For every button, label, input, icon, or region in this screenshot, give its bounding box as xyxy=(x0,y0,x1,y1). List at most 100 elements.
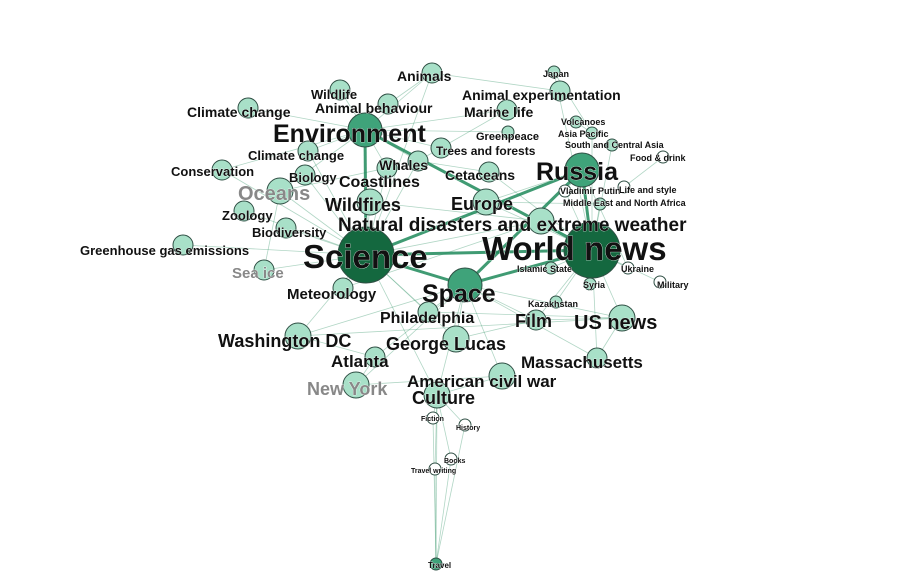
label-biodiversity: Biodiversity xyxy=(252,225,327,240)
edge-science-natdis xyxy=(365,220,542,256)
node-trees[interactable] xyxy=(430,137,452,159)
label-fiction: Fiction xyxy=(421,416,444,423)
node-military[interactable] xyxy=(653,275,667,289)
node-greenpeace[interactable] xyxy=(501,125,515,139)
node-history[interactable] xyxy=(458,418,472,432)
node-marinelife[interactable] xyxy=(496,99,518,121)
edge-history-travel xyxy=(435,424,466,565)
label-volcanoes: Volcanoes xyxy=(561,117,605,127)
node-vladimir[interactable] xyxy=(558,184,572,198)
node-animalexp[interactable] xyxy=(549,80,571,102)
node-ghg[interactable] xyxy=(172,234,194,256)
node-southcentralasia[interactable] xyxy=(605,138,619,152)
node-asiapacific[interactable] xyxy=(585,126,599,140)
edge-space-washington xyxy=(297,284,466,337)
node-fiction[interactable] xyxy=(426,411,440,425)
node-europe[interactable] xyxy=(472,188,500,216)
node-volcanoes[interactable] xyxy=(569,115,583,129)
label-film: Film xyxy=(515,311,552,331)
edge-oceans-coastlines xyxy=(279,167,388,192)
label-science: Science xyxy=(303,238,428,275)
label-life-and-style: Life and style xyxy=(619,185,677,195)
node-fooddrink[interactable] xyxy=(656,150,670,164)
label-layer: World news Science Environment Russia Sp… xyxy=(80,68,689,571)
node-usnews[interactable] xyxy=(608,304,636,332)
label-conservation: Conservation xyxy=(171,164,254,179)
edge-space-newyork xyxy=(355,284,466,386)
label-travel-writing: Travel writing xyxy=(411,468,456,475)
edge-fooddrink-lifestyle xyxy=(623,156,664,188)
node-natdis[interactable] xyxy=(527,207,555,235)
label-russia: Russia xyxy=(536,158,619,186)
node-kazakhstan[interactable] xyxy=(549,295,563,309)
label-military: Military xyxy=(657,280,689,290)
node-biodiversity[interactable] xyxy=(275,217,297,239)
node-cetaceans[interactable] xyxy=(478,161,500,183)
label-ukraine: Ukraine xyxy=(621,264,654,274)
label-sea-ice: Sea ice xyxy=(232,265,284,282)
node-zoology[interactable] xyxy=(233,200,255,222)
edge-science-animals xyxy=(365,72,433,256)
node-washington[interactable] xyxy=(284,322,312,350)
label-syria: Syria xyxy=(583,280,606,290)
node-acw[interactable] xyxy=(488,362,516,390)
node-coastlines[interactable] xyxy=(376,157,398,179)
node-syria[interactable] xyxy=(583,277,597,291)
edge-environment-marinelife xyxy=(364,109,508,131)
edge-space-atlanta xyxy=(374,284,466,358)
label-middle-east: Middle East and North Africa xyxy=(563,198,687,208)
node-georgelucas[interactable] xyxy=(442,325,470,353)
edge-books-travel xyxy=(435,458,452,565)
node-climatechange2[interactable] xyxy=(297,140,319,162)
node-meteorology[interactable] xyxy=(332,277,354,299)
node-philadelphia[interactable] xyxy=(417,301,439,323)
node-animals[interactable] xyxy=(421,62,443,84)
node-lifestyle[interactable] xyxy=(617,180,631,194)
node-travel[interactable] xyxy=(429,557,443,571)
node-wildlife[interactable] xyxy=(329,79,351,101)
label-cetaceans: Cetaceans xyxy=(445,167,515,183)
label-george-lucas: George Lucas xyxy=(386,334,506,354)
label-meteorology: Meteorology xyxy=(287,286,377,303)
label-greenpeace: Greenpeace xyxy=(476,131,539,143)
label-islamic-state: Islamic State xyxy=(517,264,572,274)
edge-georgelucas-film xyxy=(455,319,537,340)
node-travelwriting[interactable] xyxy=(428,462,442,476)
node-culture[interactable] xyxy=(423,381,451,409)
node-biology[interactable] xyxy=(294,164,316,186)
node-middleeast[interactable] xyxy=(593,197,607,211)
label-biology: Biology xyxy=(289,170,337,185)
node-layer xyxy=(172,62,670,571)
edge-newyork-acw xyxy=(355,375,503,386)
node-japan[interactable] xyxy=(547,65,561,79)
label-books: Books xyxy=(444,458,466,465)
node-massachusetts[interactable] xyxy=(586,347,608,369)
node-books[interactable] xyxy=(444,452,458,466)
node-newyork[interactable] xyxy=(342,371,370,399)
edge-europe-middleeast xyxy=(485,201,601,205)
node-atlanta[interactable] xyxy=(364,346,386,368)
label-trees-forests: Trees and forests xyxy=(436,144,536,158)
edge-animals-animalexp xyxy=(431,72,561,92)
node-seaice[interactable] xyxy=(253,259,275,281)
node-conservation[interactable] xyxy=(211,159,233,181)
label-philadelphia: Philadelphia xyxy=(380,310,474,327)
node-animalbehaviour[interactable] xyxy=(377,93,399,115)
label-atlanta: Atlanta xyxy=(331,352,389,371)
label-travel: Travel xyxy=(428,561,451,570)
node-whales[interactable] xyxy=(407,150,429,172)
node-space[interactable] xyxy=(447,267,483,303)
node-islamicstate[interactable] xyxy=(544,261,558,275)
node-science[interactable] xyxy=(337,226,395,284)
label-zoology: Zoology xyxy=(222,208,273,223)
node-environment[interactable] xyxy=(347,112,383,148)
node-oceans[interactable] xyxy=(266,177,294,205)
node-wildfires[interactable] xyxy=(356,188,384,216)
node-climatechange1[interactable] xyxy=(237,97,259,119)
label-american-civil-war: American civil war xyxy=(407,372,557,391)
node-russia[interactable] xyxy=(564,152,600,188)
label-europe: Europe xyxy=(451,194,513,214)
node-film[interactable] xyxy=(525,309,547,331)
node-ukraine[interactable] xyxy=(621,261,635,275)
